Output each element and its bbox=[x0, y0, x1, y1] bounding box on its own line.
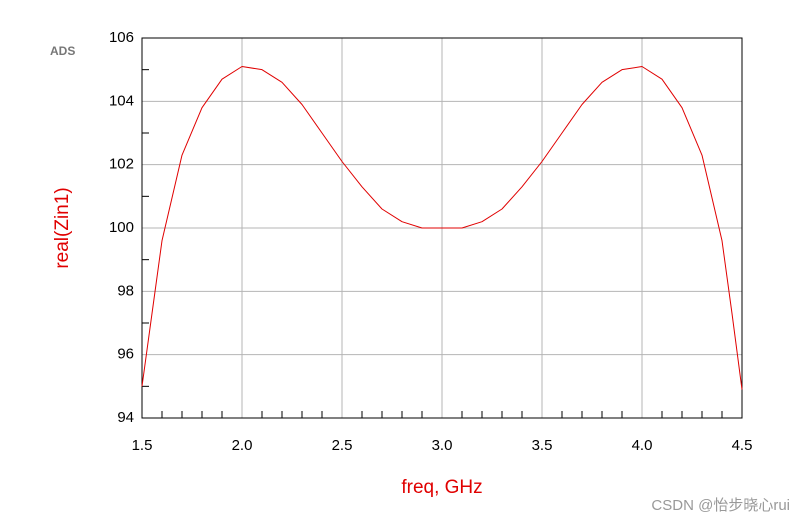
x-axis-label: freq, GHz bbox=[401, 477, 482, 498]
x-tick-label: 1.5 bbox=[132, 437, 153, 454]
x-tick-label: 4.5 bbox=[732, 437, 753, 454]
data-line bbox=[141, 66, 743, 390]
y-axis-label: real(Zin1) bbox=[52, 187, 73, 268]
x-tick-label: 3.0 bbox=[432, 437, 453, 454]
y-tick-label: 94 bbox=[117, 409, 134, 426]
y-tick-label: 96 bbox=[117, 346, 134, 363]
x-tick-label: 2.0 bbox=[232, 437, 253, 454]
x-tick-label: 2.5 bbox=[332, 437, 353, 454]
y-tick-label: 100 bbox=[109, 219, 134, 236]
logo: ADS bbox=[50, 44, 75, 58]
x-tick-label: 3.5 bbox=[532, 437, 553, 454]
x-tick-label: 4.0 bbox=[632, 437, 653, 454]
y-tick-label: 104 bbox=[109, 92, 134, 109]
y-tick-label: 106 bbox=[109, 29, 134, 46]
y-tick-label: 98 bbox=[117, 282, 134, 299]
watermark: CSDN @怡步晓心rui bbox=[651, 497, 790, 514]
y-tick-label: 102 bbox=[109, 156, 134, 173]
plot-frame bbox=[141, 37, 743, 419]
